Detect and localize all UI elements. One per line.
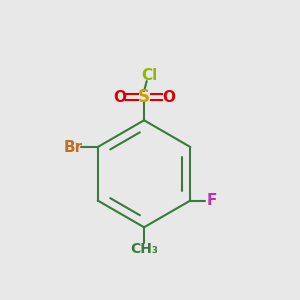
Text: F: F: [207, 193, 217, 208]
Text: O: O: [113, 90, 126, 105]
Text: S: S: [138, 88, 150, 106]
Text: Br: Br: [64, 140, 83, 154]
Text: O: O: [162, 90, 175, 105]
Text: Cl: Cl: [141, 68, 158, 83]
Text: CH₃: CH₃: [130, 242, 158, 256]
